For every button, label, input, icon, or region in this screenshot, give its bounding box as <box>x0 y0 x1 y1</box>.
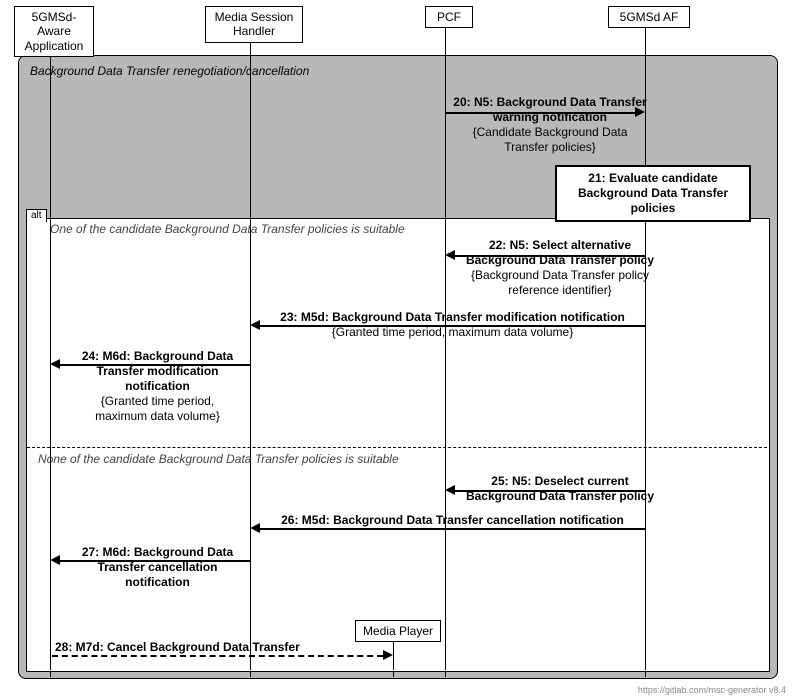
m20-text: 20: N5: Background Data Transferwarning … <box>453 95 646 124</box>
sequence-diagram: 5GMSd-AwareApplication Media SessionHand… <box>0 0 798 699</box>
actor-app: 5GMSd-AwareApplication <box>14 6 94 57</box>
m20-note: {Candidate Background DataTransfer polic… <box>450 125 650 155</box>
m27-text: 27: M6d: Background DataTransfer cancell… <box>82 545 233 589</box>
lifeline-pcf-alt <box>445 218 446 670</box>
m22-label: 22: N5: Select alternativeBackground Dat… <box>450 238 670 298</box>
lifeline-player-alt <box>393 640 394 670</box>
m20-label: 20: N5: Background Data Transferwarning … <box>450 95 650 155</box>
m26-text: 26: M5d: Background Data Transfer cancel… <box>281 513 624 527</box>
footer-link: https://gitlab.com/msc-generator v8.4 <box>638 685 786 695</box>
actor-msh-label: Media SessionHandler <box>215 10 294 38</box>
actor-msh: Media SessionHandler <box>205 6 303 43</box>
m26-label: 26: M5d: Background Data Transfer cancel… <box>260 513 645 528</box>
actor-pcf: PCF <box>425 6 473 28</box>
actor-player: Media Player <box>355 620 441 642</box>
m23-text: 23: M5d: Background Data Transfer modifi… <box>280 310 625 324</box>
alt-divider <box>27 447 767 448</box>
m23-label: 23: M5d: Background Data Transfer modifi… <box>260 310 645 340</box>
actor-af: 5GMSd AF <box>608 6 690 28</box>
lifeline-app-alt <box>50 218 51 670</box>
actor-player-label: Media Player <box>363 624 433 638</box>
m24-label: 24: M6d: Background DataTransfer modific… <box>55 349 260 424</box>
m25-label: 25: N5: Deselect currentBackground Data … <box>450 474 670 504</box>
m24-note: {Granted time period,maximum data volume… <box>55 394 260 424</box>
arrow-m26 <box>260 528 645 530</box>
actor-app-label: 5GMSd-AwareApplication <box>25 10 84 53</box>
outer-frame-title: Background Data Transfer renegotiation/c… <box>30 64 309 78</box>
m25-text: 25: N5: Deselect currentBackground Data … <box>466 474 654 503</box>
lifeline-msh-alt <box>250 218 251 670</box>
m28-label: 28: M7d: Cancel Background Data Transfer <box>55 640 385 655</box>
arrow-m23-head <box>250 320 260 330</box>
alt-cond2: None of the candidate Background Data Tr… <box>38 452 399 466</box>
actor-pcf-label: PCF <box>437 10 461 24</box>
alt-tag: alt <box>26 209 47 222</box>
m24-text: 24: M6d: Background DataTransfer modific… <box>82 349 233 393</box>
m21-box: 21: Evaluate candidateBackground Data Tr… <box>555 165 751 222</box>
actor-af-label: 5GMSd AF <box>620 10 679 24</box>
m28-text: 28: M7d: Cancel Background Data Transfer <box>55 640 300 654</box>
m23-note: {Granted time period, maximum data volum… <box>260 325 645 340</box>
m27-label: 27: M6d: Background DataTransfer cancell… <box>55 545 260 590</box>
m22-note: {Background Data Transfer policyreferenc… <box>450 268 670 298</box>
m21-text: 21: Evaluate candidateBackground Data Tr… <box>578 171 728 215</box>
arrow-m28 <box>52 655 383 657</box>
arrow-m26-head <box>250 523 260 533</box>
alt-cond1: One of the candidate Background Data Tra… <box>50 222 405 236</box>
m22-text: 22: N5: Select alternativeBackground Dat… <box>466 238 654 267</box>
